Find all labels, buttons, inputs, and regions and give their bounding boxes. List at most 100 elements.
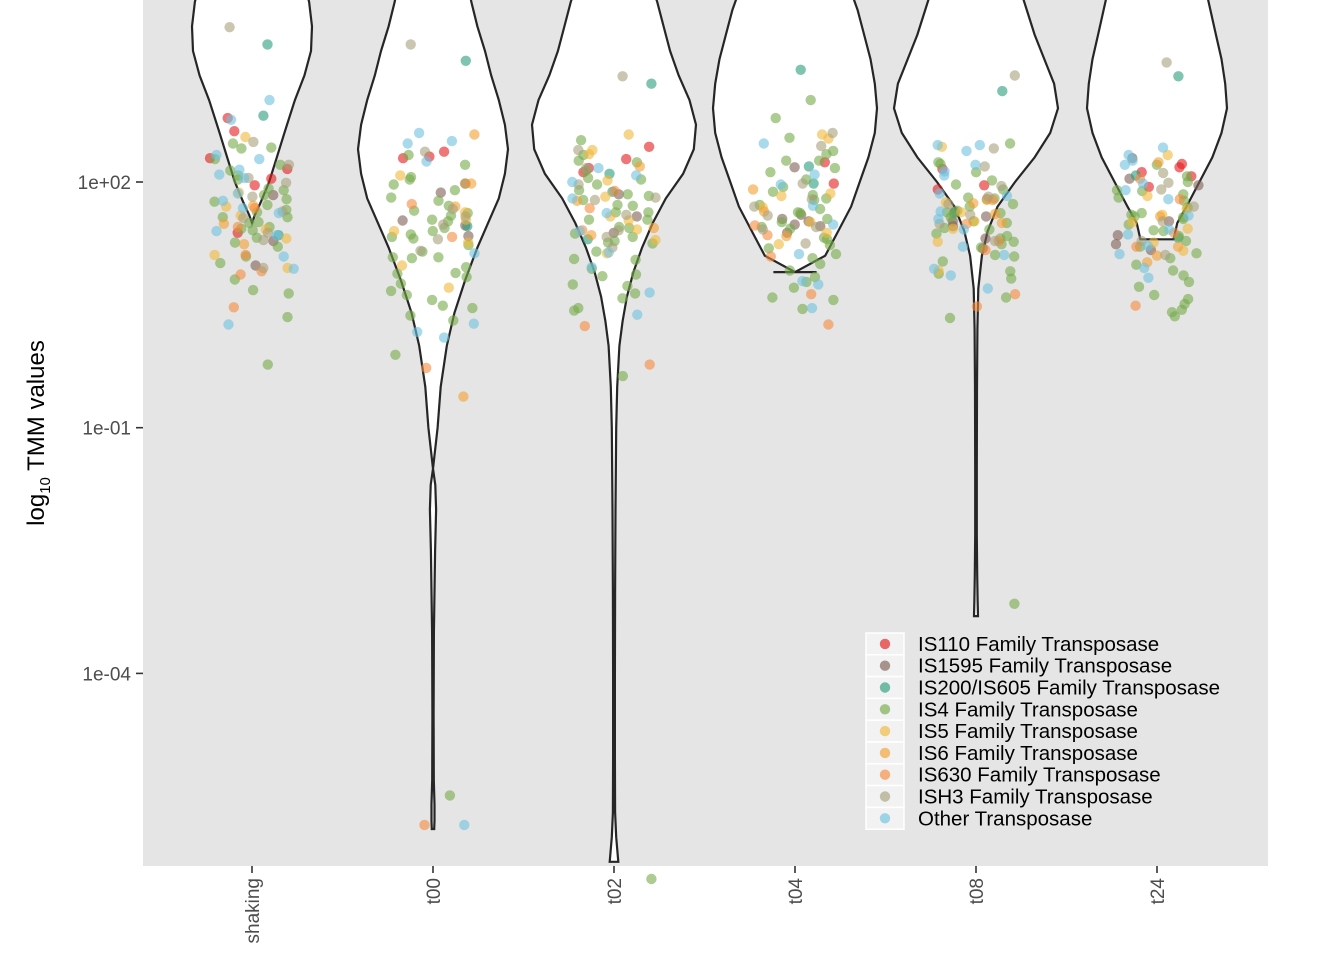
legend-key-point xyxy=(879,682,891,693)
point-t08 xyxy=(999,249,1010,261)
point-shaking xyxy=(262,39,273,50)
point-t04 xyxy=(821,149,832,160)
point-t00 xyxy=(388,225,400,237)
point-t00 xyxy=(448,315,459,326)
point-t02 xyxy=(629,288,641,299)
point-t04 xyxy=(788,282,800,293)
point-shaking xyxy=(266,142,277,153)
y-tick-label: 1e-04 xyxy=(82,664,131,685)
point-t00 xyxy=(405,310,416,321)
point-t04 xyxy=(806,289,817,300)
point-t02 xyxy=(612,199,623,211)
point-shaking xyxy=(217,195,229,206)
legend-key-point xyxy=(879,725,891,737)
point-shaking xyxy=(249,180,260,191)
point-shaking xyxy=(281,194,292,205)
point-t02 xyxy=(601,231,612,243)
point-t04 xyxy=(828,294,839,306)
point-t08 xyxy=(989,235,1001,247)
point-shaking xyxy=(258,110,269,121)
point-shaking xyxy=(232,188,243,199)
point-t00 xyxy=(419,819,430,831)
point-t08 xyxy=(931,228,942,239)
point-t00 xyxy=(438,219,449,230)
point-t04 xyxy=(813,279,824,290)
point-shaking xyxy=(229,237,241,248)
point-t08 xyxy=(937,256,948,267)
point-t00 xyxy=(397,215,408,226)
point-t24 xyxy=(1193,180,1204,191)
point-t02 xyxy=(644,359,655,370)
legend-key-point xyxy=(879,660,891,671)
point-t24 xyxy=(1133,281,1145,292)
point-t04 xyxy=(747,184,759,195)
point-t00 xyxy=(433,252,444,263)
legend-key-point xyxy=(879,747,891,759)
point-t08 xyxy=(934,188,945,199)
point-t02 xyxy=(573,155,584,166)
point-t02 xyxy=(568,253,580,265)
legend-key-point xyxy=(879,813,891,824)
point-t02 xyxy=(602,175,613,186)
point-t24 xyxy=(1157,142,1169,153)
point-t00 xyxy=(406,253,418,264)
point-shaking xyxy=(271,230,282,241)
point-t00 xyxy=(427,225,438,237)
point-t02 xyxy=(591,246,602,257)
legend-key-point xyxy=(879,704,891,715)
point-shaking xyxy=(264,94,275,106)
point-t24 xyxy=(1180,235,1192,247)
point-shaking xyxy=(249,203,260,214)
violin-t00 xyxy=(356,0,510,831)
point-t08 xyxy=(970,159,981,170)
point-shaking xyxy=(240,249,251,261)
point-t02 xyxy=(586,230,597,241)
point-t02 xyxy=(621,153,632,165)
legend-label: Other Transposase xyxy=(918,807,1092,830)
point-shaking xyxy=(211,149,222,161)
point-shaking xyxy=(209,196,220,207)
point-t24 xyxy=(1158,167,1169,179)
point-t02 xyxy=(630,269,642,280)
point-shaking xyxy=(266,173,277,184)
point-t24 xyxy=(1173,71,1184,82)
point-t08 xyxy=(945,270,956,281)
legend-label: IS4 Family Transposase xyxy=(918,698,1138,721)
point-shaking xyxy=(247,225,258,236)
legend-label: IS6 Family Transposase xyxy=(918,742,1138,765)
point-t24 xyxy=(1142,190,1153,202)
point-t24 xyxy=(1167,265,1179,276)
point-shaking xyxy=(214,169,225,180)
point-t04 xyxy=(829,162,841,174)
point-t02 xyxy=(609,185,620,197)
point-t00 xyxy=(395,170,406,181)
point-t24 xyxy=(1178,270,1189,281)
point-shaking xyxy=(228,302,239,313)
point-t02 xyxy=(597,271,608,282)
point-t00 xyxy=(403,149,414,161)
point-t02 xyxy=(583,214,595,225)
point-t00 xyxy=(437,300,448,311)
point-t08 xyxy=(1009,598,1020,609)
point-t24 xyxy=(1156,184,1167,195)
point-t02 xyxy=(634,161,645,172)
point-t24 xyxy=(1157,216,1168,227)
point-t00 xyxy=(459,819,470,831)
point-t02 xyxy=(574,225,585,237)
point-t24 xyxy=(1174,194,1186,205)
point-t08 xyxy=(1005,266,1016,277)
point-shaking xyxy=(254,153,265,165)
point-t24 xyxy=(1191,248,1202,259)
point-t24 xyxy=(1139,262,1150,274)
point-shaking xyxy=(262,199,273,211)
point-shaking xyxy=(232,221,244,233)
point-t24 xyxy=(1182,176,1194,188)
point-t00 xyxy=(468,318,479,329)
point-t00 xyxy=(443,282,454,293)
point-shaking xyxy=(234,164,245,175)
point-shaking xyxy=(225,165,236,176)
point-t00 xyxy=(413,127,425,139)
legend-label: IS5 Family Transposase xyxy=(918,720,1138,743)
point-t02 xyxy=(622,280,633,292)
point-t00 xyxy=(402,138,413,149)
